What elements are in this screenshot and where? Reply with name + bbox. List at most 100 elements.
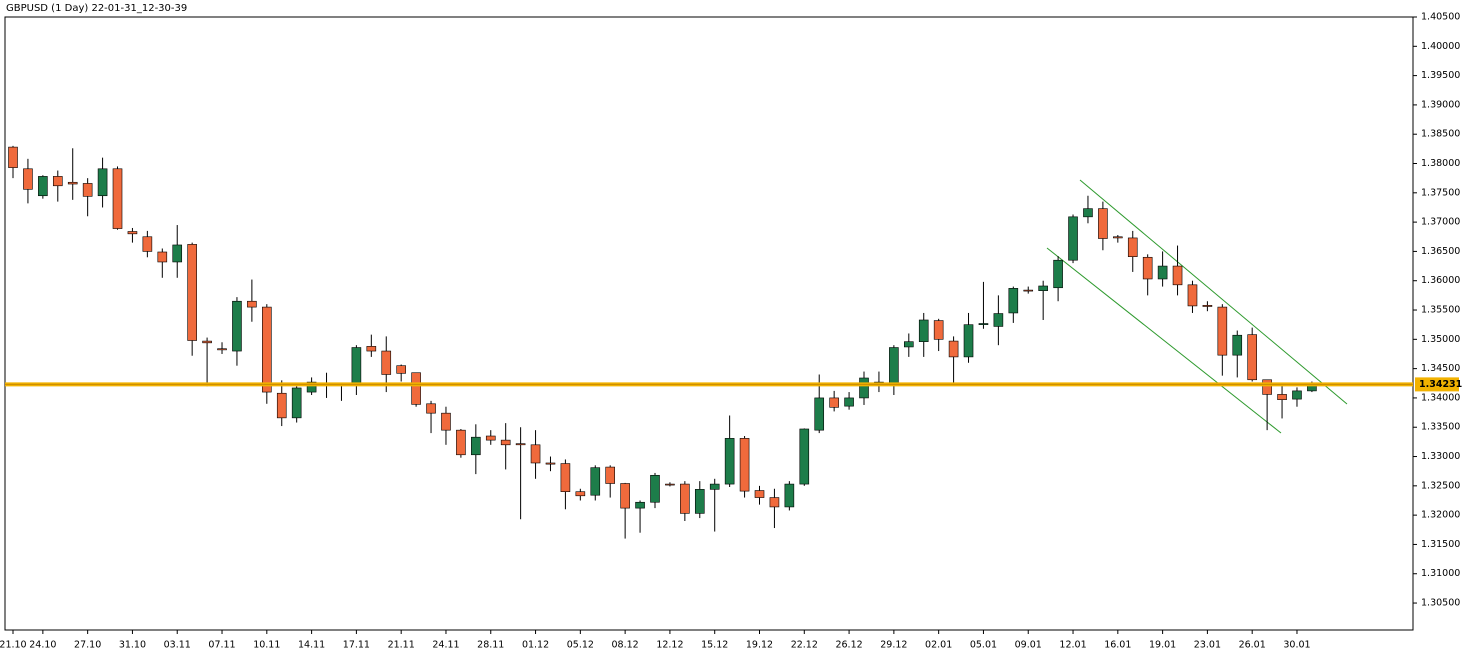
candle-body	[1277, 394, 1287, 400]
candle-body	[157, 251, 168, 263]
price-badge	[1415, 377, 1459, 392]
candle-body	[515, 443, 526, 446]
candle-body	[127, 231, 138, 235]
candle-body	[1292, 390, 1302, 400]
x-tick-label: 08.12	[612, 640, 639, 651]
x-tick-label: 05.01	[970, 640, 997, 651]
candle-body	[530, 444, 541, 464]
candle-body	[366, 346, 377, 352]
y-tick-label: 1.30500	[1421, 598, 1460, 609]
y-tick-label: 1.31500	[1421, 539, 1460, 550]
y-tick-label: 1.31000	[1421, 568, 1460, 579]
candle-body	[605, 466, 616, 484]
candle-body	[769, 497, 780, 508]
candle-body	[754, 490, 765, 498]
candle-body	[97, 168, 108, 197]
candle-body	[411, 372, 421, 405]
x-tick-label: 05.12	[567, 640, 594, 651]
candle-body	[635, 501, 645, 509]
candle-body	[291, 387, 302, 419]
x-tick-label: 30.01	[1283, 640, 1310, 651]
candle-body	[1053, 259, 1063, 289]
y-tick-label: 1.32000	[1421, 510, 1460, 521]
candle-body	[82, 183, 93, 197]
y-tick-label: 1.33500	[1421, 422, 1460, 433]
x-tick-label: 26.01	[1239, 640, 1266, 651]
x-tick-label: 09.01	[1015, 640, 1042, 651]
candle-body	[1023, 289, 1034, 292]
candle-body	[202, 340, 212, 344]
candle-body	[1262, 379, 1272, 395]
candle-body	[471, 436, 481, 456]
x-tick-label: 14.11	[298, 640, 325, 651]
candle-body	[232, 300, 242, 352]
candle-body	[1232, 334, 1243, 356]
candle-body	[1113, 236, 1123, 239]
x-tick-label: 28.11	[477, 640, 504, 651]
candle-body	[441, 412, 451, 431]
candle-body	[426, 403, 436, 414]
x-tick-label: 21.11	[388, 640, 415, 651]
y-tick-label: 1.38000	[1421, 158, 1460, 169]
candle-body	[933, 320, 944, 340]
candle-body	[993, 313, 1004, 327]
candle-body	[784, 483, 795, 508]
candle-body	[396, 365, 406, 374]
plot-frame	[4, 16, 1414, 631]
candle-body	[38, 176, 48, 197]
candle-body	[978, 323, 989, 325]
candle-body	[829, 397, 839, 408]
candle-body	[1187, 284, 1198, 307]
candle-body	[963, 324, 974, 358]
candle-body	[1127, 237, 1138, 257]
x-tick-label: 16.01	[1104, 640, 1131, 651]
candle-body	[276, 392, 287, 419]
candle-body	[247, 300, 257, 308]
candle-body	[694, 489, 705, 514]
y-tick-label: 1.36500	[1421, 246, 1460, 257]
y-tick-label: 1.32500	[1421, 480, 1460, 491]
x-tick-label: 27.10	[74, 640, 101, 651]
candle-body	[187, 244, 197, 341]
candle-body	[799, 428, 810, 485]
candle-body	[575, 491, 586, 497]
candle-body	[1157, 265, 1168, 280]
candle-body	[844, 397, 854, 407]
y-tick-label: 1.37500	[1421, 187, 1460, 198]
x-tick-label: 17.11	[343, 640, 370, 651]
candle-body	[217, 348, 227, 351]
candle-body	[351, 347, 362, 385]
channel-line	[1046, 247, 1282, 434]
x-tick-label: 02.01	[925, 640, 952, 651]
candle-body	[545, 462, 556, 465]
x-tick-label: 10.11	[253, 640, 280, 651]
candle-body	[67, 181, 78, 185]
candle-body	[1008, 288, 1019, 314]
x-tick-label: 26.12	[835, 640, 862, 651]
y-tick-label: 1.39000	[1421, 99, 1460, 110]
y-tick-label: 1.34000	[1421, 392, 1460, 403]
candle-body	[172, 244, 183, 263]
y-tick-label: 1.35500	[1421, 305, 1460, 316]
candle-body	[1038, 285, 1048, 291]
candle-body	[739, 438, 750, 492]
x-tick-label: 01.12	[522, 640, 549, 651]
candle-body	[306, 381, 317, 393]
y-tick-label: 1.40000	[1421, 41, 1460, 52]
candle-body	[23, 168, 33, 190]
candle-body	[262, 306, 272, 393]
candle-body	[1202, 305, 1213, 307]
candle-body	[485, 435, 496, 441]
x-tick-label: 21.10	[0, 640, 27, 651]
x-tick-label: 12.12	[656, 640, 683, 651]
candle-body	[52, 176, 63, 187]
candle-body	[590, 467, 601, 496]
channel-line	[1079, 179, 1348, 405]
candle-body	[1098, 208, 1108, 239]
candle-body	[1217, 306, 1228, 356]
x-tick-label: 03.11	[164, 640, 191, 651]
candle-body	[889, 347, 899, 384]
y-tick-label: 1.34500	[1421, 363, 1460, 374]
candle-body	[814, 397, 825, 431]
candle-body	[620, 483, 630, 509]
